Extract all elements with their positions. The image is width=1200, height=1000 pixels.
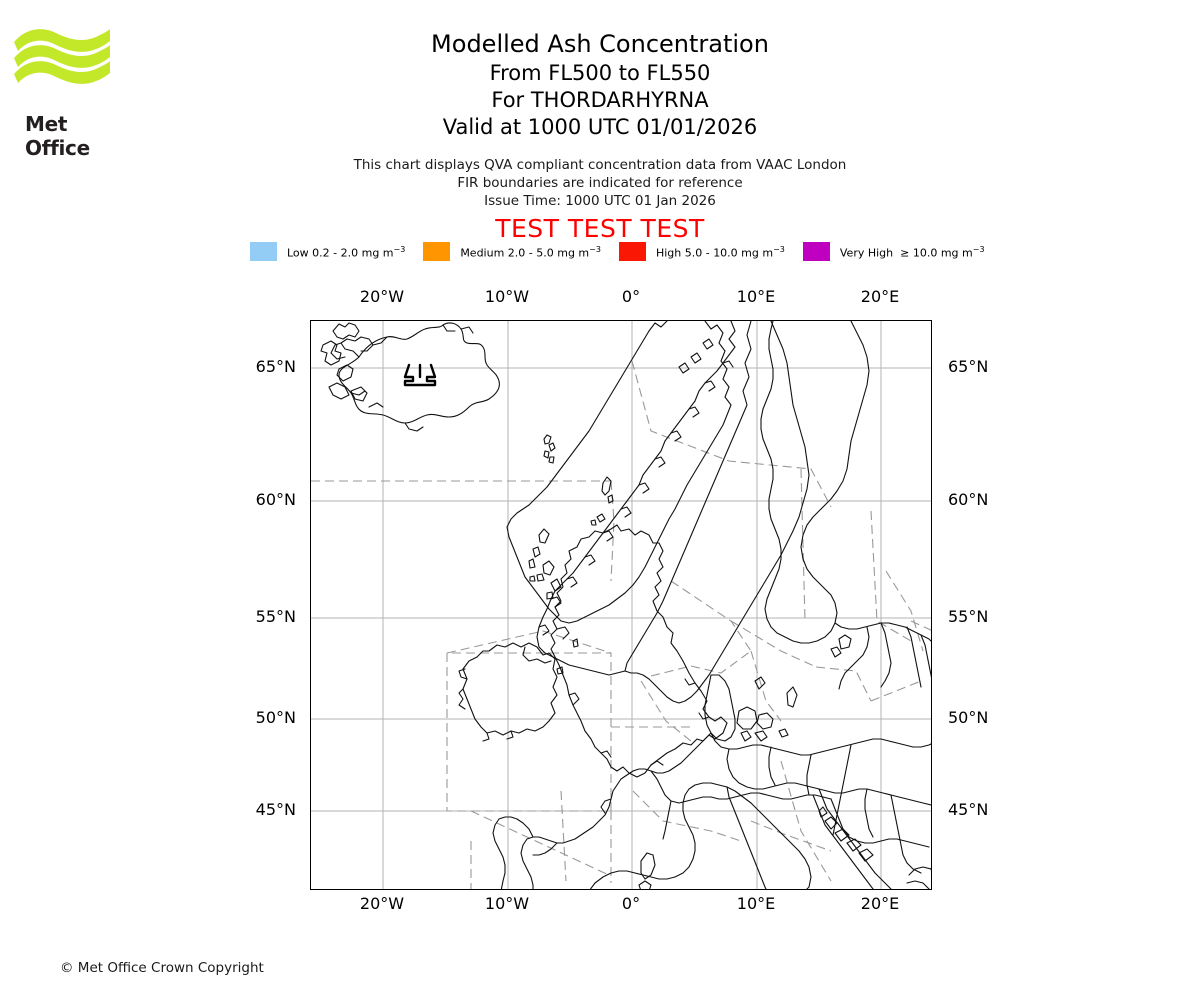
x-tick-top-20w: 20°W [359, 287, 405, 306]
concentration-legend: Low 0.2 - 2.0 mg m−3 Medium 2.0 - 5.0 mg… [250, 241, 995, 261]
x-tick-top-10w: 10°W [484, 287, 530, 306]
legend-item-low: Low 0.2 - 2.0 mg m−3 [250, 241, 406, 261]
met-office-logo: Met Office [12, 24, 122, 160]
x-tick-top-0: 0° [621, 287, 641, 306]
page-title: Modelled Ash Concentration [431, 30, 769, 58]
y-tick-right-50n: 50°N [948, 708, 989, 727]
legend-label-very-high: Very High ≥ 10.0 mg m−3 [839, 244, 985, 260]
title-block: Modelled Ash Concentration From FL500 to… [0, 28, 1200, 141]
info-block: This chart displays QVA compliant concen… [0, 156, 1200, 210]
title-valid-time: Valid at 1000 UTC 01/01/2026 [442, 115, 758, 139]
x-tick-bottom-10e: 10°E [736, 894, 776, 913]
y-tick-left-45n: 45°N [255, 800, 296, 819]
copyright-footer: © Met Office Crown Copyright [60, 960, 264, 976]
legend-swatch-very-high [802, 241, 830, 261]
x-tick-bottom-0: 0° [621, 894, 641, 913]
title-flight-levels: From FL500 to FL550 [489, 61, 711, 85]
x-tick-top-10e: 10°E [736, 287, 776, 306]
info-fir-note: FIR boundaries are indicated for referen… [457, 175, 743, 191]
legend-swatch-medium [423, 241, 451, 261]
y-tick-left-65n: 65°N [255, 357, 296, 376]
map-plot-area[interactable] [310, 320, 932, 890]
legend-swatch-low [250, 241, 277, 261]
y-tick-right-45n: 45°N [948, 800, 989, 819]
volcano-marker [403, 363, 437, 387]
x-tick-top-20e: 20°E [860, 287, 900, 306]
legend-item-medium: Medium 2.0 - 5.0 mg m−3 [423, 241, 601, 261]
y-tick-right-55n: 55°N [948, 607, 989, 626]
legend-label-medium: Medium 2.0 - 5.0 mg m−3 [460, 244, 601, 260]
y-tick-right-60n: 60°N [948, 490, 989, 509]
test-banner: TEST TEST TEST [495, 214, 705, 243]
graticule [311, 321, 931, 889]
x-tick-bottom-20w: 20°W [359, 894, 405, 913]
coastlines [320, 321, 732, 778]
legend-item-very-high: Very High ≥ 10.0 mg m−3 [802, 241, 985, 261]
info-issue-time: Issue Time: 1000 UTC 01 Jan 2026 [484, 193, 716, 209]
legend-item-high: High 5.0 - 10.0 mg m−3 [618, 241, 785, 261]
y-tick-right-65n: 65°N [948, 357, 989, 376]
legend-label-high: High 5.0 - 10.0 mg m−3 [655, 244, 785, 260]
info-qva-note: This chart displays QVA compliant concen… [353, 157, 847, 173]
y-tick-left-60n: 60°N [255, 490, 296, 509]
title-volcano-name: For THORDARHYRNA [491, 88, 709, 112]
map-container[interactable]: 20°W 10°W 0° 10°E 20°E 20°W 10°W 0° 10°E… [256, 288, 989, 913]
y-tick-left-50n: 50°N [255, 708, 296, 727]
x-tick-bottom-10w: 10°W [484, 894, 530, 913]
legend-swatch-high [618, 241, 646, 261]
x-tick-bottom-20e: 20°E [860, 894, 900, 913]
continent-outlines [492, 321, 931, 889]
fir-boundaries [311, 360, 931, 889]
y-tick-left-55n: 55°N [255, 607, 296, 626]
met-office-wordmark: Met Office [25, 112, 90, 160]
legend-label-low: Low 0.2 - 2.0 mg m−3 [287, 244, 406, 260]
